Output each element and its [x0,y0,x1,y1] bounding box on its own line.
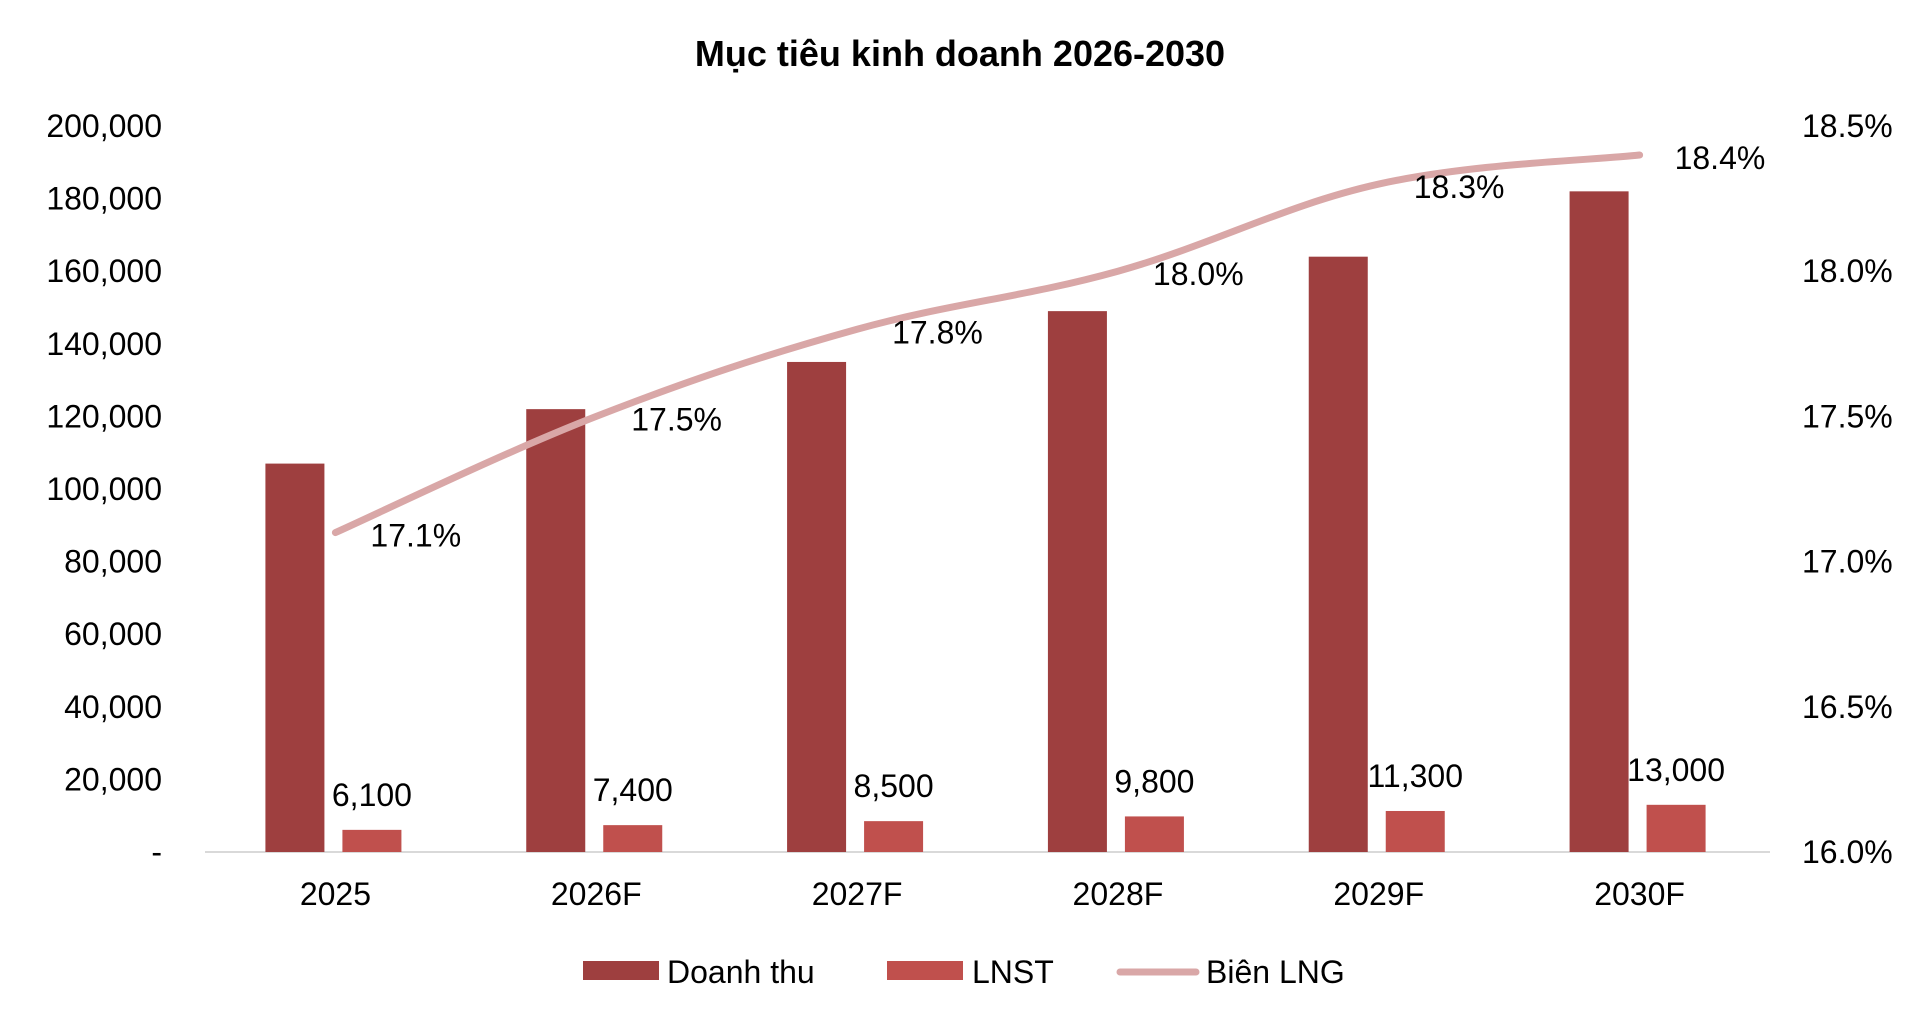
bar-lnst [342,829,402,852]
lnst-data-label: 7,400 [593,772,673,808]
bien-lng-data-label: 18.0% [1153,256,1244,292]
bar-lnst [864,821,924,852]
legend: Doanh thu LNST Biên LNG [583,954,1345,990]
left-y-axis: - 20,000 40,000 60,000 80,000 100,000 120,000 1… [46,108,162,870]
right-axis-tick-label: 16.0% [1802,834,1893,870]
legend-label-lnst: LNST [972,954,1054,990]
bar-doanh-thu [526,409,586,852]
x-axis-labels: 2025 2026F 2027F 2028F 2029F 2030F [300,876,1685,912]
left-axis-tick-label: 200,000 [46,108,162,144]
lnst-data-label: 8,500 [854,768,934,804]
lnst-data-label: 6,100 [332,777,412,813]
bar-doanh-thu [265,463,325,852]
legend-swatch-doanh-thu [583,961,659,980]
left-axis-tick-label: 60,000 [64,616,162,652]
bien-lng-data-label: 17.1% [370,518,461,554]
bar-doanh-thu [1047,311,1107,852]
left-axis-tick-label: - [151,834,162,870]
bar-lnst [1646,804,1706,852]
right-axis-tick-label: 18.0% [1802,253,1893,289]
right-axis-tick-label: 16.5% [1802,689,1893,725]
x-axis-tick-label: 2029F [1333,876,1424,912]
lnst-data-label: 13,000 [1627,752,1725,788]
left-axis-tick-label: 20,000 [64,761,162,797]
bar-lnst [1385,810,1445,852]
x-axis-tick-label: 2027F [812,876,903,912]
bar-doanh-thu [1308,256,1368,852]
chart-title: Mục tiêu kinh doanh 2026-2030 [695,33,1225,74]
legend-label-doanh-thu: Doanh thu [667,954,815,990]
right-axis-tick-label: 18.5% [1802,108,1893,144]
lnst-data-label: 9,800 [1114,763,1194,799]
bien-lng-data-label: 17.5% [631,401,722,437]
x-axis-tick-label: 2025 [300,876,371,912]
right-y-axis: 16.0% 16.5% 17.0% 17.5% 18.0% 18.5% [1802,108,1893,870]
bien-lng-data-label: 18.3% [1414,169,1505,205]
bar-lnst [1124,816,1184,852]
left-axis-tick-label: 120,000 [46,398,162,434]
bar-lnst [603,825,663,852]
bien-lng-data-label: 18.4% [1675,140,1766,176]
left-axis-tick-label: 140,000 [46,326,162,362]
left-axis-tick-label: 180,000 [46,181,162,217]
bien-lng-data-label: 17.8% [892,314,983,350]
bar-series: 6,100 7,400 8,500 9,800 11,300 13,000 [265,191,1725,853]
left-axis-tick-label: 100,000 [46,471,162,507]
x-axis-tick-label: 2028F [1073,876,1164,912]
line-series: 17.1% 17.5% 17.8% 18.0% 18.3% 18.4% [331,140,1766,554]
left-axis-tick-label: 40,000 [64,689,162,725]
bar-doanh-thu [1569,191,1629,853]
x-axis-tick-label: 2030F [1594,876,1685,912]
bar-doanh-thu [787,361,847,852]
right-axis-tick-label: 17.5% [1802,398,1893,434]
right-axis-tick-label: 17.0% [1802,544,1893,580]
left-axis-tick-label: 160,000 [46,253,162,289]
legend-swatch-lnst [887,961,963,980]
x-axis-tick-label: 2026F [551,876,642,912]
lnst-data-label: 11,300 [1368,758,1464,794]
legend-label-bien-lng: Biên LNG [1206,954,1345,990]
bien-lng-line [331,151,1644,537]
left-axis-tick-label: 80,000 [64,544,162,580]
